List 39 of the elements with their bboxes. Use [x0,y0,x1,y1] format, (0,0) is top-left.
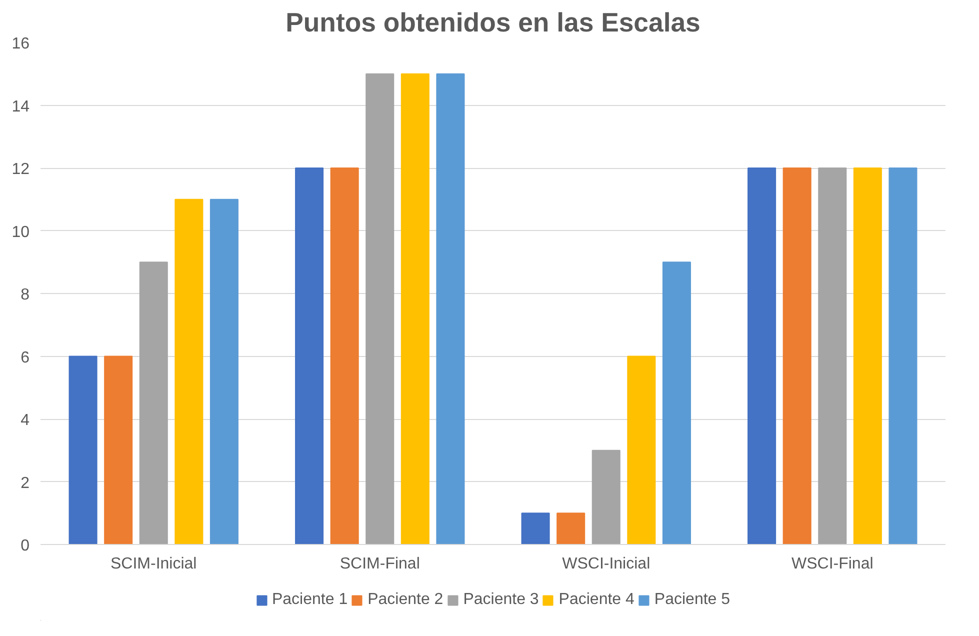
y-tick-label: 4 [20,412,30,429]
legend-label: Paciente 5 [654,591,730,609]
y-tick-label: 0 [20,538,30,554]
bar [627,356,656,544]
legend-label: Paciente 3 [463,591,539,609]
y-tick-label: 8 [20,286,30,304]
bar [174,198,204,544]
bar [295,168,324,544]
y-tick-label: 2 [20,474,30,492]
y-tick-label: 14 [12,98,30,116]
bar [400,73,430,544]
bar [592,450,620,544]
y-tick-label: 10 [12,224,30,241]
y-tick-label: 6 [20,349,30,366]
bar [556,512,586,544]
bar [436,73,465,544]
bar [662,262,691,544]
bar [888,168,918,544]
bar [210,198,238,544]
y-tick-label: 16 [12,36,30,52]
bar [104,356,133,544]
bar [818,168,847,544]
legend-label: Paciente 1 [272,591,348,609]
bar [748,168,776,544]
bar [782,168,812,544]
x-tick-label: WSCI-Inicial [562,556,650,572]
bar [68,356,98,544]
x-tick-label: SCIM-Final [340,556,420,572]
bar [521,512,550,544]
legend-label: Paciente 4 [558,591,634,609]
bar [330,168,359,544]
x-tick-label: SCIM-Inicial [110,556,197,572]
bar [139,262,168,544]
chart-title: Puntos obtenidos en las Escalas [286,8,700,38]
x-tick-label: WSCI-Final [791,556,874,572]
bar [366,73,394,544]
bar [853,168,882,544]
legend-label: Paciente 2 [368,591,444,609]
y-tick-label: 12 [12,161,30,178]
